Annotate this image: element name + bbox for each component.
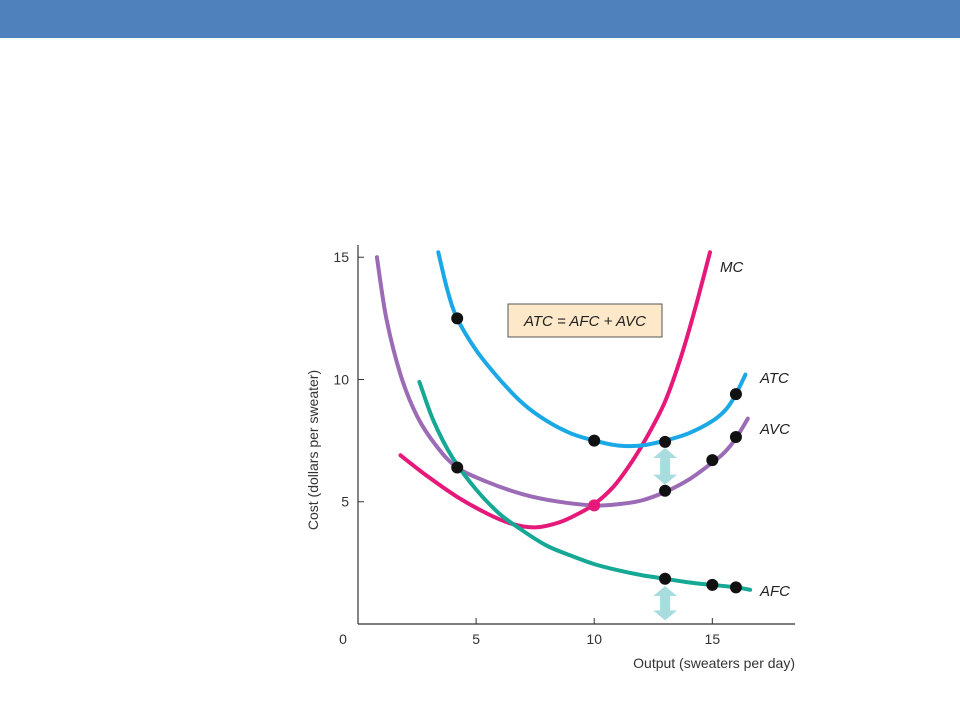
y-axis-title: Cost (dollars per sweater) — [305, 370, 321, 530]
atc-label: ATC — [759, 370, 789, 387]
y-tick-label: 10 — [333, 371, 349, 387]
gap-double-arrow — [653, 586, 678, 621]
formula-box — [507, 303, 663, 338]
labels-layer: Output (sweaters per day) Cost (dollars … — [305, 259, 795, 671]
mc-label: MC — [720, 259, 743, 276]
data-point — [706, 454, 719, 467]
data-point — [588, 434, 601, 447]
data-point — [659, 435, 672, 448]
data-point — [706, 578, 719, 591]
y-tick-label: 15 — [333, 249, 349, 265]
data-point — [451, 461, 464, 474]
x-tick-label: 10 — [586, 631, 602, 647]
mc-curve — [398, 250, 712, 530]
x-axis-title: Output (sweaters per day) — [633, 655, 795, 671]
data-point — [729, 581, 742, 594]
points-layer — [451, 312, 742, 594]
avc-label: AVC — [759, 421, 790, 438]
avc-curve — [374, 255, 750, 508]
x-tick-label: 5 — [472, 631, 480, 647]
data-point — [659, 572, 672, 585]
formula-text: ATC = AFC + AVC — [523, 313, 646, 330]
axes-layer: 5 10 15 5 10 15 — [333, 245, 795, 647]
x-tick-label: 15 — [705, 631, 721, 647]
gap-double-arrow — [653, 447, 678, 485]
top-banner — [0, 0, 960, 38]
origin-label: 0 — [339, 631, 347, 647]
data-point — [729, 388, 742, 401]
data-point — [451, 312, 464, 325]
atc-curve — [436, 250, 748, 449]
curves-layer — [374, 250, 753, 592]
data-point — [588, 499, 601, 512]
gap-arrows-layer — [653, 447, 678, 621]
afc-curve — [417, 379, 753, 592]
afc-label: AFC — [759, 583, 790, 600]
y-tick-label: 5 — [341, 494, 349, 510]
data-point — [729, 430, 742, 443]
data-point — [659, 484, 672, 497]
